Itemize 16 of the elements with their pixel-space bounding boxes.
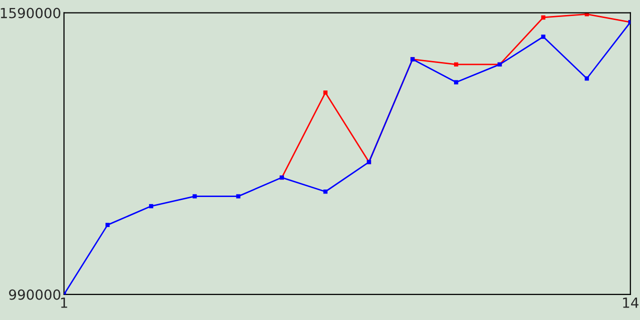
point <box>236 194 240 198</box>
y-tick-label: 1590000 <box>0 8 60 18</box>
y-tick-label: 990000 <box>9 289 60 300</box>
point <box>323 190 328 194</box>
x-tick-label: 14 <box>623 298 638 308</box>
x-tick-label: 1 <box>61 298 68 308</box>
point <box>105 222 110 228</box>
point <box>323 90 328 95</box>
point <box>584 12 589 16</box>
point <box>584 76 589 81</box>
point <box>149 204 154 208</box>
point <box>541 34 546 39</box>
point <box>192 194 197 198</box>
point <box>454 62 458 67</box>
point <box>454 80 458 84</box>
point <box>541 15 546 20</box>
